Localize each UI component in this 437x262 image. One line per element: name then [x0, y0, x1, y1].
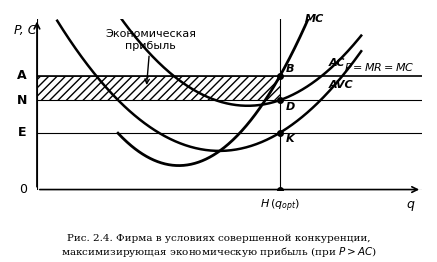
Text: D: D [286, 102, 295, 112]
Text: E: E [18, 126, 27, 139]
Text: AC: AC [329, 58, 345, 68]
Text: AVC: AVC [329, 80, 354, 90]
Text: q: q [406, 198, 414, 211]
Text: B: B [286, 64, 295, 74]
Text: $P = MR = MC$: $P = MR = MC$ [343, 61, 414, 73]
Text: 0: 0 [19, 183, 27, 196]
Text: Экономическая
прибыль: Экономическая прибыль [105, 29, 196, 84]
Text: K: K [286, 134, 295, 144]
Text: N: N [17, 94, 27, 107]
Text: $H\,(q_{opt})$: $H\,(q_{opt})$ [260, 198, 300, 214]
Text: A: A [17, 69, 27, 82]
Text: MC: MC [305, 14, 324, 24]
Text: Рис. 2.4. Фирма в условиях совершенной конкуренции,
максимизирующая экономическу: Рис. 2.4. Фирма в условиях совершенной к… [61, 234, 376, 259]
Text: P, C: P, C [14, 24, 36, 37]
